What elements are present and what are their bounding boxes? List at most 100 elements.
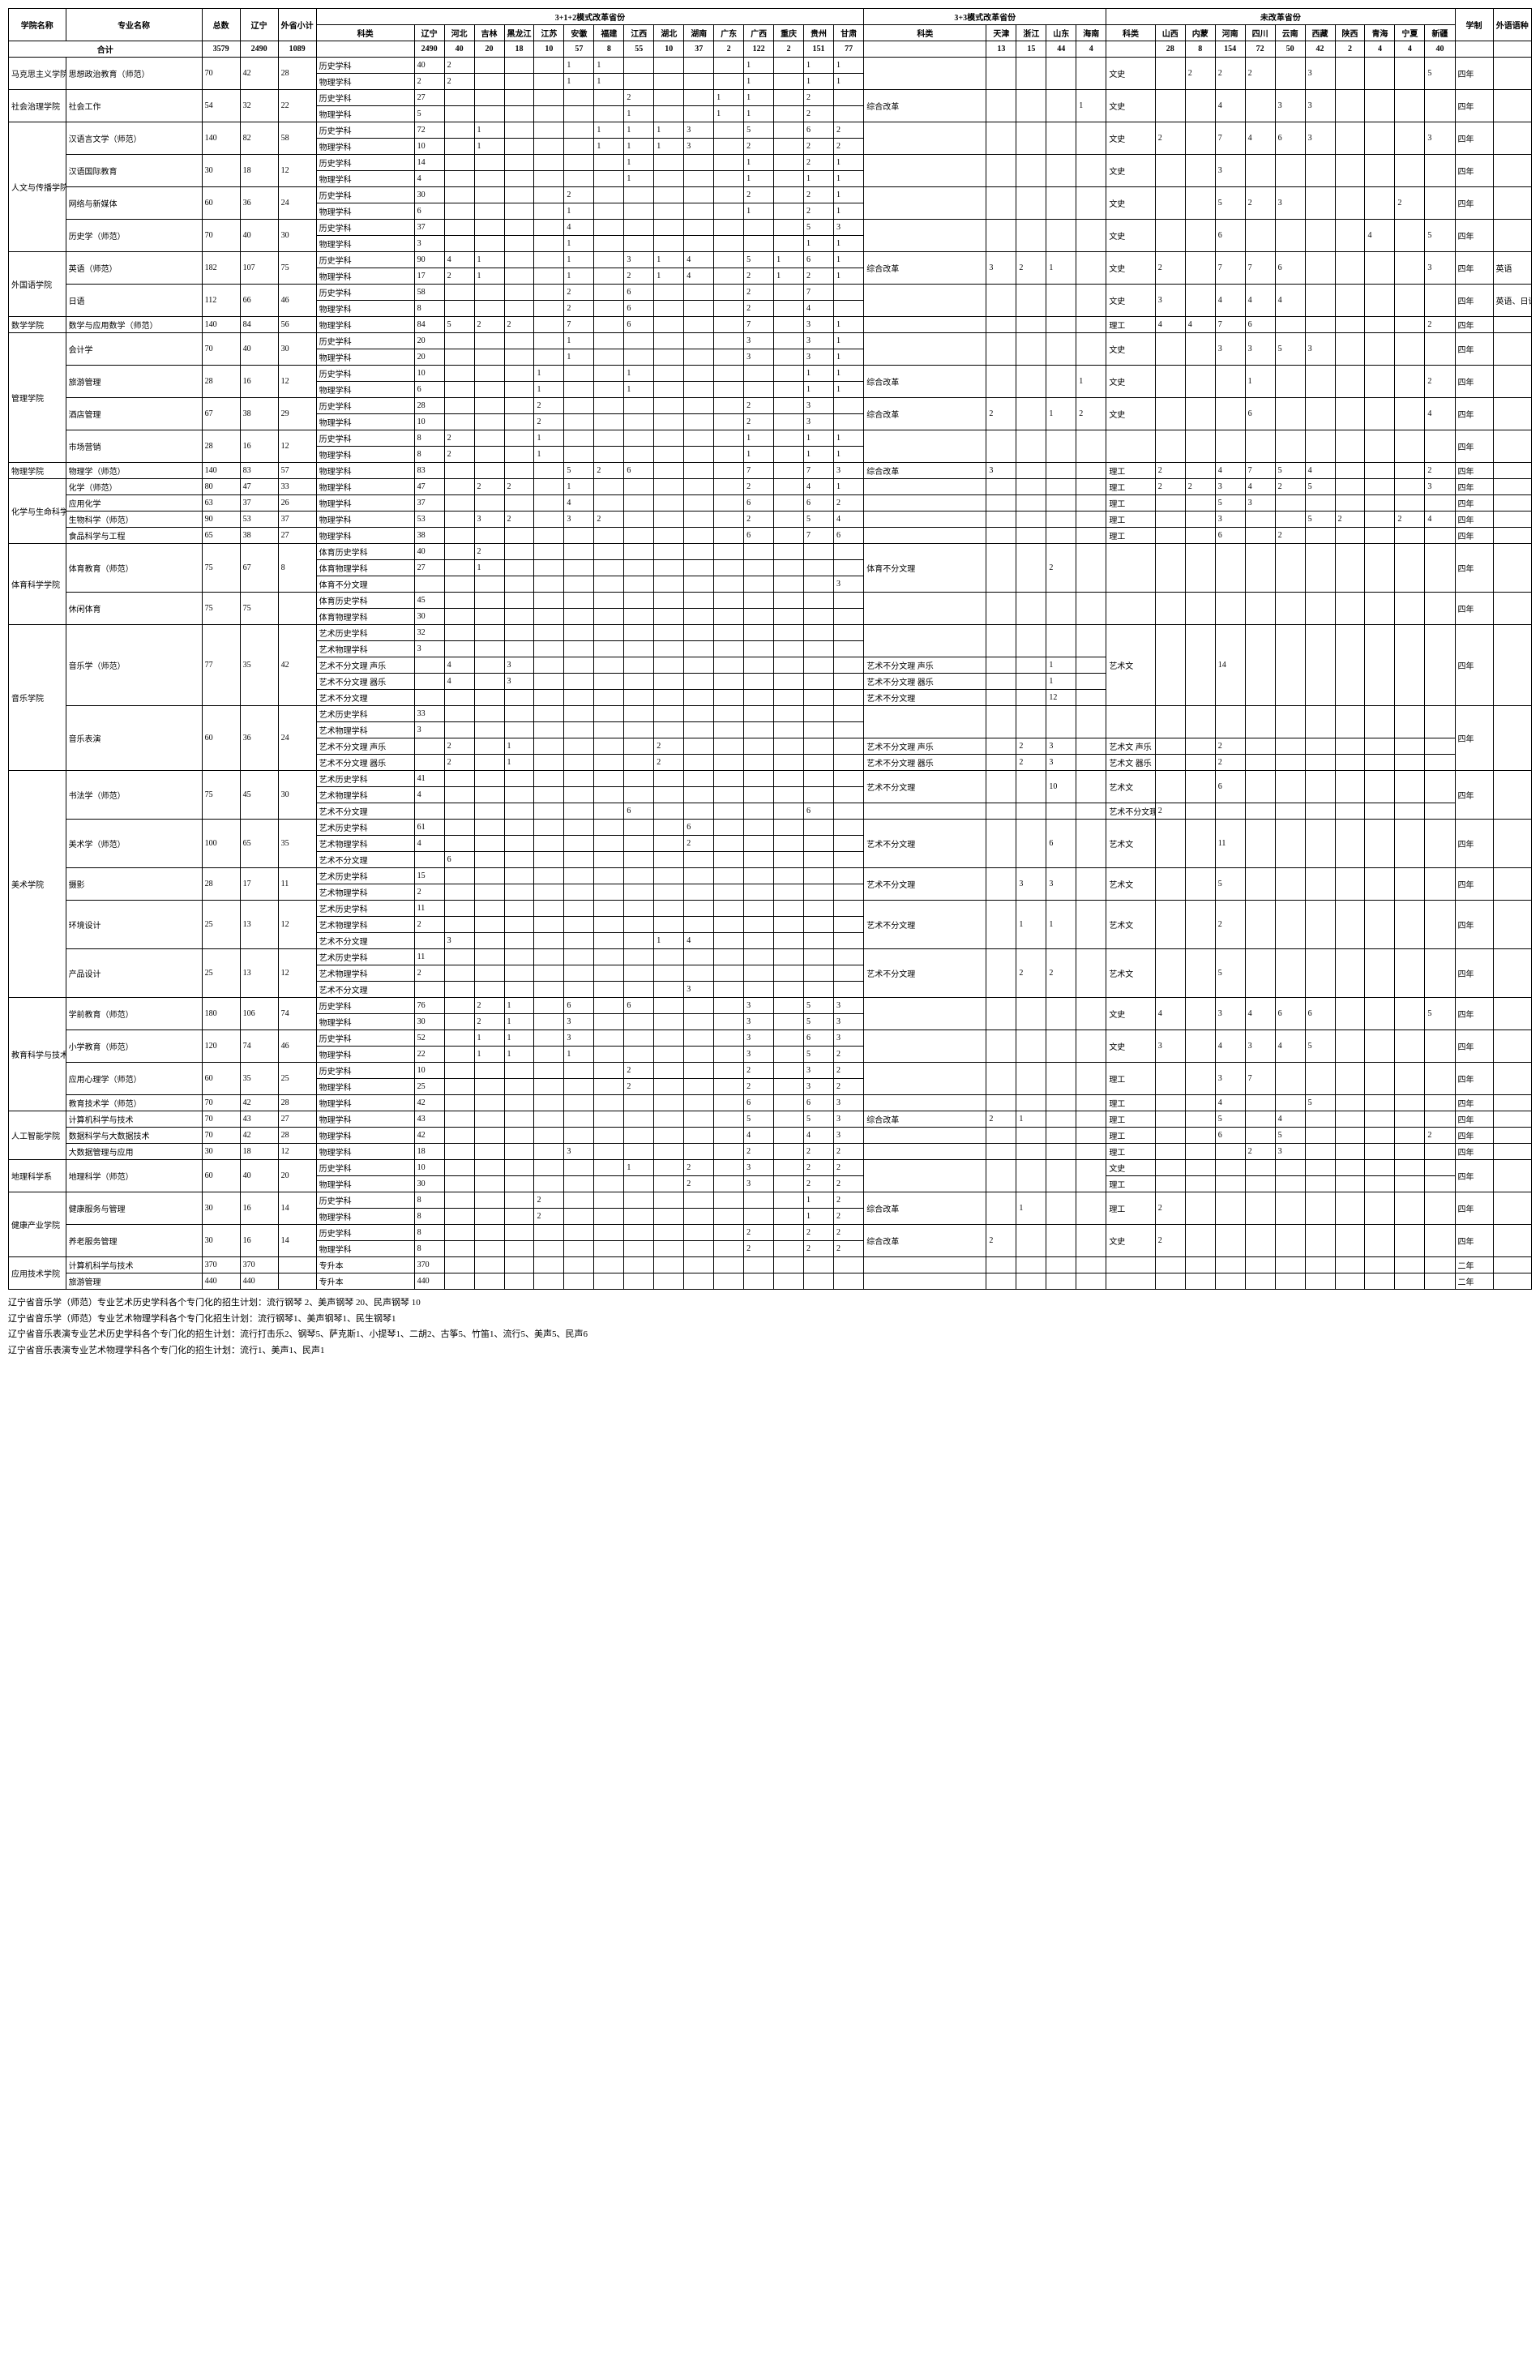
h-gd: 广东 [714, 25, 744, 41]
major-kjx: 会计学 [66, 333, 202, 366]
major-jyjs: 教育技术学（师范） [66, 1095, 202, 1111]
college-wgy: 外国语学院 [9, 252, 66, 317]
h-hub: 湖北 [654, 25, 684, 41]
h-gs: 甘肃 [833, 25, 863, 41]
h-fj: 福建 [594, 25, 624, 41]
footnote-2: 辽宁省音乐学（师范）专业艺术物理学科各个专门化招生计划：流行钢琴1、美声钢琴1、… [8, 1312, 1532, 1327]
major-ylby: 音乐表演 [66, 706, 202, 771]
major-ry: 日语 [66, 285, 202, 317]
major-spkx: 食品科学与工程 [66, 528, 202, 544]
h-hun: 湖南 [684, 25, 714, 41]
college-jk: 教育科学与技术学院 [9, 998, 66, 1111]
footnote-1: 辽宁省音乐学（师范）专业艺术历史学科各个专门化的招生计划：流行钢琴 2、美声钢琴… [8, 1296, 1532, 1311]
major-ylfw: 养老服务管理 [66, 1225, 202, 1257]
h-jl: 吉林 [474, 25, 504, 41]
h-sx: 山西 [1155, 25, 1185, 41]
major-yyxl: 应用心理学（师范） [66, 1063, 202, 1095]
th-heji: 合计 [9, 41, 203, 58]
h-kl3: 科类 [1106, 25, 1155, 41]
major-lygl: 旅游管理 [66, 366, 202, 398]
college-tykx: 体育科学学院 [9, 544, 66, 625]
major-lsx: 历史学（师范） [66, 220, 202, 252]
h-ln: 辽宁 [414, 25, 444, 41]
college-ms: 美术学院 [9, 771, 66, 998]
major-hyw: 汉语言文学（师范） [66, 122, 202, 155]
major-lygl2: 旅游管理 [66, 1273, 202, 1290]
college-rgzn: 人工智能学院 [9, 1111, 66, 1160]
major-jdgl: 酒店管理 [66, 398, 202, 430]
h-xueyuan: 学院名称 [9, 9, 66, 41]
major-sfx: 书法学（师范） [66, 771, 202, 820]
h-sx2: 陕西 [1335, 25, 1365, 41]
college-yyjs: 应用技术学院 [9, 1257, 66, 1290]
h-kl1: 科类 [316, 25, 414, 41]
college-rwcm: 人文与传播学院 [9, 122, 66, 252]
h-nx: 宁夏 [1395, 25, 1425, 41]
h-sd: 山东 [1046, 25, 1076, 41]
h-hain: 海南 [1076, 25, 1106, 41]
major-yy: 英语（师范） [66, 252, 202, 285]
college-sx: 数学学院 [9, 317, 66, 333]
h-kl2: 科类 [864, 25, 986, 41]
h-hlj: 黑龙江 [504, 25, 534, 41]
h-hb: 河北 [444, 25, 474, 41]
footnote-3: 辽宁省音乐表演专业艺术历史学科各个专门化的招生计划：流行打击乐2、钢琴5、萨克斯… [8, 1328, 1532, 1342]
h-xz: 西藏 [1305, 25, 1335, 41]
h-yn: 云南 [1275, 25, 1305, 41]
major-dsj: 大数据管理与应用 [66, 1144, 202, 1160]
college-dl: 地理科学系 [9, 1160, 66, 1192]
h-gx: 广西 [744, 25, 774, 41]
major-shgz: 社会工作 [66, 90, 202, 122]
college-shzl: 社会治理学院 [9, 90, 66, 122]
major-scyx: 市场营销 [66, 430, 202, 463]
major-xxty: 休闲体育 [66, 593, 202, 625]
major-sy: 摄影 [66, 868, 202, 901]
enrollment-plan-table: 学院名称 专业名称 总数 辽宁 外省小计 3+1+2模式改革省份 3+3模式改革… [8, 8, 1532, 1290]
h-sc: 四川 [1245, 25, 1275, 41]
h-js: 江苏 [534, 25, 564, 41]
major-msx: 美术学（师范） [66, 820, 202, 868]
major-tyjy: 体育教育（师范） [66, 544, 202, 593]
major-swkx: 生物科学（师范） [66, 512, 202, 528]
h-zj: 浙江 [1016, 25, 1046, 41]
h-waiyu: 外语语种 [1493, 9, 1531, 41]
h-g33: 3+3模式改革省份 [864, 9, 1106, 25]
h-g312: 3+1+2模式改革省份 [316, 9, 864, 25]
h-xj: 新疆 [1425, 25, 1455, 41]
h-wgg: 未改革省份 [1106, 9, 1455, 25]
major-xqjy: 学前教育（师范） [66, 998, 202, 1030]
major-sxzz: 思想政治教育（师范） [66, 58, 202, 90]
h-liaoning: 辽宁 [240, 9, 278, 41]
h-hn: 河南 [1215, 25, 1245, 41]
footnote-4: 辽宁省音乐表演专业艺术物理学科各个专门化的招生计划：流行1、美声1、民声1 [8, 1344, 1532, 1359]
major-jsjkx: 计算机科学与技术 [66, 1111, 202, 1128]
major-ylx: 音乐学（师范） [66, 625, 202, 706]
footnotes: 辽宁省音乐学（师范）专业艺术历史学科各个专门化的招生计划：流行钢琴 2、美声钢琴… [8, 1296, 1532, 1358]
major-hjsj: 环境设计 [66, 901, 202, 949]
major-hx: 化学（师范） [66, 479, 202, 495]
h-waisheng: 外省小计 [278, 9, 316, 41]
major-hygj: 汉语国际教育 [66, 155, 202, 187]
h-zhuanye: 专业名称 [66, 9, 202, 41]
major-wlxmt: 网络与新媒体 [66, 187, 202, 220]
major-yyhx: 应用化学 [66, 495, 202, 512]
college-jkcy: 健康产业学院 [9, 1192, 66, 1257]
h-qh: 青海 [1365, 25, 1395, 41]
totals-row: 合计 357924901089 249040201810578551037212… [9, 41, 1532, 58]
h-cq: 重庆 [774, 25, 804, 41]
college-yy: 音乐学院 [9, 625, 66, 771]
college-wl: 物理学院 [9, 463, 66, 479]
major-jkfw: 健康服务与管理 [66, 1192, 202, 1225]
college-mks: 马克思主义学院 [9, 58, 66, 90]
h-nm: 内蒙 [1185, 25, 1215, 41]
college-gl: 管理学院 [9, 333, 66, 463]
college-hxsm: 化学与生命科学学院 [9, 479, 66, 544]
h-ah: 安徽 [564, 25, 594, 41]
major-sjkx: 数据科学与大数据技术 [66, 1128, 202, 1144]
major-xxjy: 小学教育（师范） [66, 1030, 202, 1063]
major-jsjkx2: 计算机科学与技术 [66, 1257, 202, 1273]
h-gz: 贵州 [804, 25, 834, 41]
h-tj: 天津 [986, 25, 1016, 41]
h-jx: 江西 [624, 25, 654, 41]
h-zongshu: 总数 [202, 9, 240, 41]
